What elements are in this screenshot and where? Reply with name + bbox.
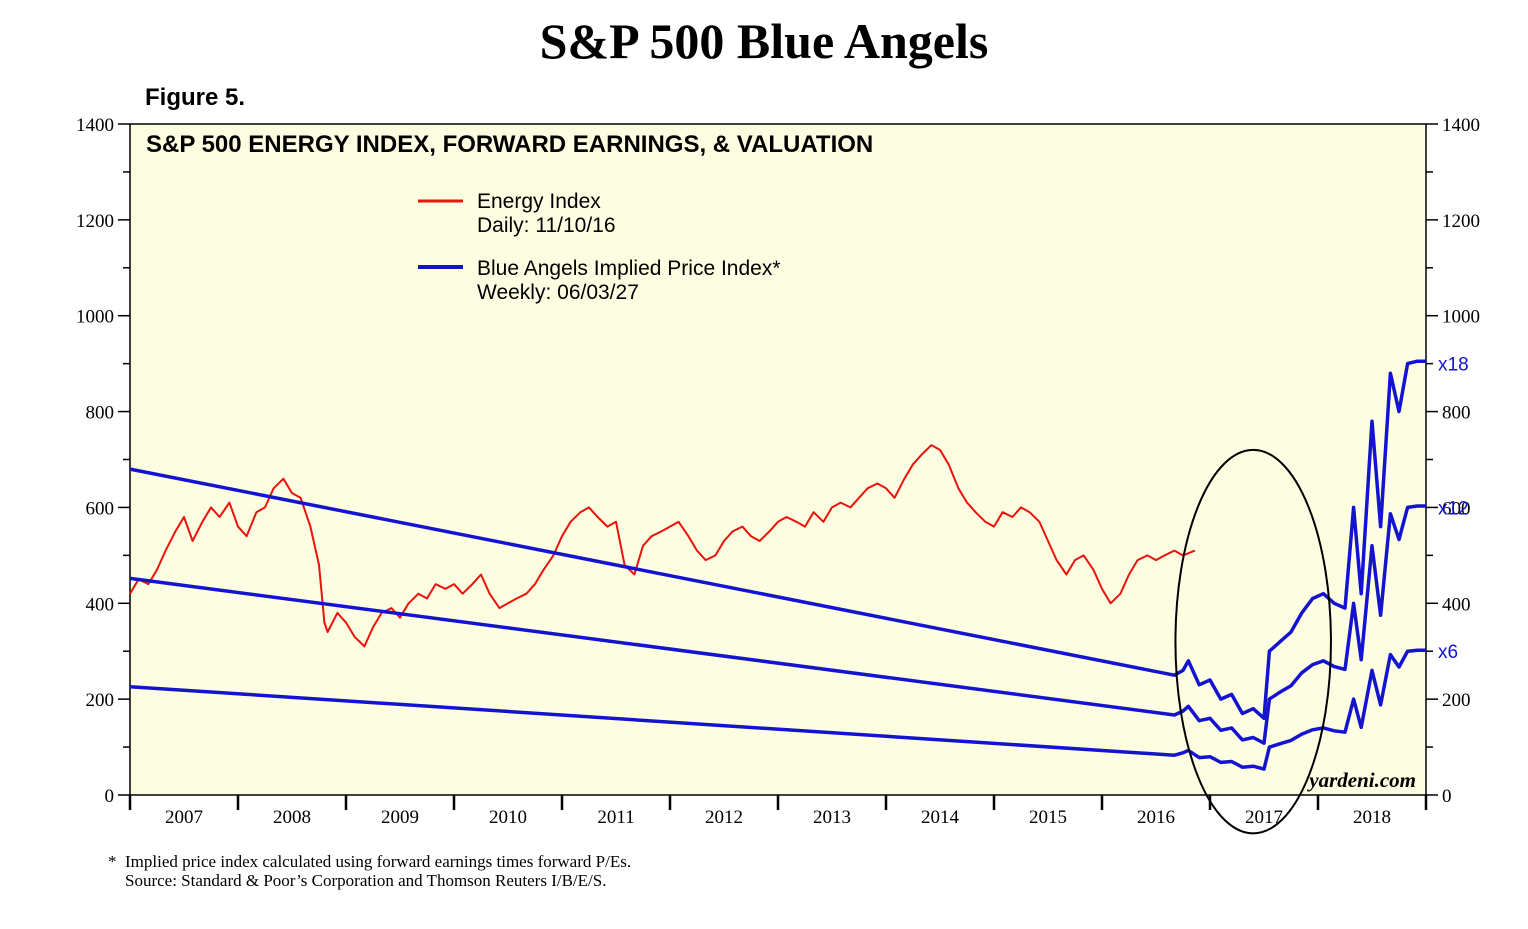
x-tick-label: 2014 <box>921 807 960 828</box>
page-title: S&P 500 Blue Angels <box>539 13 989 69</box>
legend-sublabel-energy: Daily: 11/10/16 <box>477 214 616 237</box>
y-tick-label-left: 400 <box>86 594 115 615</box>
y-tick-label-right: 1200 <box>1442 211 1480 232</box>
x-tick-label: 2008 <box>273 807 311 828</box>
y-axis-right: 0 200 400 600 800 1000 1200 1400 <box>1442 115 1480 807</box>
y-tick-label-right: 1000 <box>1442 307 1480 328</box>
y-tick-label-right: 1400 <box>1442 115 1480 136</box>
y-axis-left: 0 200 400 600 800 1000 1200 1400 <box>76 115 114 807</box>
multiple-label-x18: x18 <box>1438 355 1469 376</box>
y-tick-label-right: 800 <box>1442 403 1471 424</box>
x-axis: 2007 2008 2009 2010 2011 2012 2013 2014 2015 2016… <box>165 807 1391 828</box>
footnote-source: Source: Standard & Poor’s Corporation an… <box>108 871 607 890</box>
x-tick-label: 2018 <box>1353 807 1391 828</box>
chart-title: S&P 500 ENERGY INDEX, FORWARD EARNINGS, … <box>146 131 873 158</box>
legend-sublabel-blue-angels: Weekly: 06/03/27 <box>477 281 639 304</box>
series-energy-index <box>129 444 1196 648</box>
series-blue-angels-x6 <box>129 648 1426 771</box>
x-tick-label: 2007 <box>165 807 203 828</box>
legend-label-blue-angels: Blue Angels Implied Price Index* <box>477 257 781 280</box>
y-tick-label-left: 200 <box>86 690 115 711</box>
y-tick-label-right: 0 <box>1442 786 1452 807</box>
x-tick-label: 2016 <box>1137 807 1175 828</box>
figure-label: Figure 5. <box>145 84 246 111</box>
x-tick-label: 2010 <box>489 807 527 828</box>
x-tick-label: 2015 <box>1029 807 1067 828</box>
x-tick-label: 2013 <box>813 807 851 828</box>
series-blue-angels-x18 <box>129 359 1426 721</box>
y-tick-label-right: 400 <box>1442 594 1471 615</box>
footnote: * Implied price index calculated using f… <box>108 852 631 890</box>
y-tick-label-left: 1400 <box>76 115 114 136</box>
multiple-label-x12: x12 <box>1438 498 1469 519</box>
legend-label-energy: Energy Index <box>477 190 601 213</box>
x-tick-label: 2017 <box>1245 807 1283 828</box>
y-tick-label-left: 1000 <box>76 307 114 328</box>
watermark: yardeni.com <box>1306 768 1416 792</box>
footnote-line-1: * Implied price index calculated using f… <box>108 852 632 871</box>
series-layer <box>129 359 1426 771</box>
multiple-label-x6: x6 <box>1438 642 1458 663</box>
y-tick-label-left: 0 <box>105 786 115 807</box>
axis-ticks <box>118 123 1438 810</box>
legend: Energy Index Daily: 11/10/16 Blue Angels… <box>418 190 781 304</box>
y-tick-label-right: 200 <box>1442 690 1471 711</box>
highlight-ellipse <box>1174 448 1332 835</box>
y-tick-label-left: 600 <box>86 498 115 519</box>
y-tick-label-right: 600 <box>1442 498 1471 519</box>
y-tick-label-left: 800 <box>86 403 115 424</box>
x-tick-label: 2012 <box>705 807 743 828</box>
x-tick-label: 2011 <box>597 807 634 828</box>
multiple-labels: x18 x12 x6 <box>1438 355 1469 664</box>
y-tick-label-left: 1200 <box>76 211 114 232</box>
x-tick-label: 2009 <box>381 807 419 828</box>
series-blue-angels-x12 <box>129 504 1426 745</box>
